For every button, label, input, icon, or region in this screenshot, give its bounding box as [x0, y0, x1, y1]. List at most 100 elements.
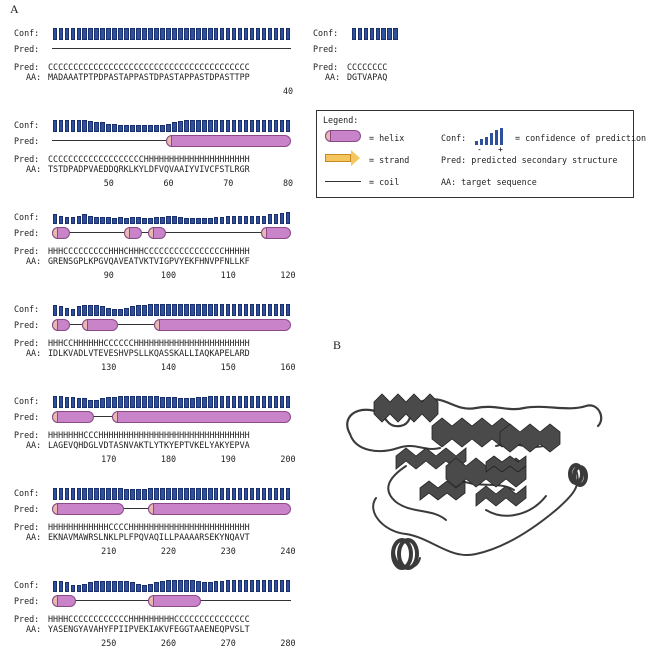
confidence-bar: [255, 396, 261, 408]
pred-label: Pred:: [14, 504, 40, 514]
confidence-bar: [142, 124, 147, 132]
confidence-bar: [166, 580, 171, 592]
conf-label: Conf:: [14, 212, 40, 222]
confidence-bar: [255, 304, 261, 316]
position-tick: 230: [220, 546, 236, 556]
confidence-bar: [118, 308, 123, 316]
confidence-bar: [219, 120, 225, 132]
confidence-bar: [190, 398, 195, 408]
confidence-bar: [172, 580, 177, 592]
confidence-bar: [88, 215, 93, 224]
confidence-bar: [100, 488, 105, 500]
confidence-bar: [279, 580, 285, 592]
confidence-bar: [267, 120, 273, 132]
confidence-bar: [94, 216, 99, 224]
helix-cylinder: [111, 411, 291, 423]
confidence-bar: [196, 397, 201, 408]
confidence-bar: [94, 399, 99, 408]
confidence-bar: [190, 218, 195, 224]
confidence-bar: [381, 28, 387, 40]
confidence-bar: [64, 488, 70, 500]
confidence-bar: [166, 215, 171, 224]
pred-seq-label: Pred:: [14, 614, 40, 624]
secondary-structure-track: [52, 410, 291, 424]
position-tick: 90: [103, 270, 114, 280]
secondary-structure-track: [52, 226, 291, 240]
confidence-bar: [70, 308, 76, 316]
pred-seq-label: Pred:: [14, 154, 40, 164]
confidence-bar: [285, 488, 291, 500]
confidence-bar: [249, 396, 255, 408]
confidence-bar: [64, 120, 70, 132]
confidence-bar: [130, 306, 135, 316]
confidence-bar: [124, 218, 129, 224]
position-tick: 220: [160, 546, 177, 556]
confidence-bar: [190, 580, 195, 592]
confidence-scale-icon: - +: [475, 128, 503, 153]
sequence-block: Conf: Pred: Pred: AA: HHHHHHHCCCHHHHHHHHHHHH…: [14, 396, 296, 482]
confidence-bar: [118, 124, 123, 132]
confidence-bar: [160, 28, 165, 40]
legend-aa-desc: AA: target sequence: [441, 177, 537, 187]
confidence-bar: [154, 304, 159, 316]
protein-3d-structure: [346, 393, 603, 570]
confidence-bar: [285, 120, 291, 132]
confidence-bar: [243, 580, 249, 592]
confidence-bar: [148, 396, 153, 408]
confidence-bars: [52, 120, 291, 132]
aa-label: AA:: [26, 440, 42, 450]
confidence-bar: [273, 120, 279, 132]
confidence-bar: [82, 214, 88, 224]
confidence-bar: [106, 581, 111, 592]
helix-cylinder: [81, 319, 118, 331]
confidence-bar: [88, 121, 93, 132]
confidence-bar: [112, 397, 117, 408]
confidence-bar: [58, 396, 64, 408]
confidence-bar: [124, 28, 129, 40]
position-tick: 50: [103, 178, 114, 188]
confidence-bar: [261, 304, 267, 316]
sequence-block: Conf: Pred: Pred: AA: CCCCCCCCCCCCCCCCCCCHHH…: [14, 120, 294, 206]
confidence-bar: [267, 28, 273, 40]
confidence-bar: [64, 582, 70, 592]
confidence-bar: [255, 488, 261, 500]
secondary-structure-track: [52, 318, 291, 332]
confidence-bar: [178, 28, 183, 40]
confidence-bar: [76, 28, 82, 40]
confidence-bar: [285, 212, 291, 224]
confidence-bar: [225, 580, 231, 592]
coil-line: [52, 48, 291, 50]
confidence-bar: [279, 213, 285, 224]
confidence-bar: [154, 396, 159, 408]
secondary-structure-track: [52, 594, 291, 608]
confidence-bars: [52, 580, 291, 592]
confidence-bar: [261, 396, 267, 408]
confidence-bar: [249, 488, 255, 500]
helix-cylinder: [261, 227, 291, 239]
confidence-bar: [58, 120, 64, 132]
confidence-bar: [231, 396, 237, 408]
legend-strand-arrow-icon: [325, 150, 360, 166]
confidence-bar: [201, 488, 207, 500]
confidence-bar: [52, 120, 58, 132]
confidence-bar: [207, 218, 213, 224]
confidence-bar: [70, 488, 76, 500]
position-tick: 160: [280, 362, 296, 372]
position-tick: 110: [220, 270, 236, 280]
confidence-bar: [279, 28, 285, 40]
confidence-bar: [118, 216, 123, 224]
confidence-bar: [201, 582, 207, 592]
confidence-bar: [82, 305, 88, 316]
aa-label: AA:: [26, 348, 42, 358]
confidence-bar: [130, 28, 135, 40]
confidence-bar: [82, 488, 88, 500]
confidence-bar: [82, 583, 88, 592]
confidence-bar: [52, 305, 58, 316]
confidence-bar: [178, 488, 183, 500]
confidence-bar: [279, 304, 285, 316]
position-tick: 80: [282, 178, 294, 188]
confidence-bars: [52, 304, 291, 316]
confidence-bar: [279, 396, 285, 408]
position-tick: 240: [280, 546, 296, 556]
confidence-bar: [190, 28, 195, 40]
